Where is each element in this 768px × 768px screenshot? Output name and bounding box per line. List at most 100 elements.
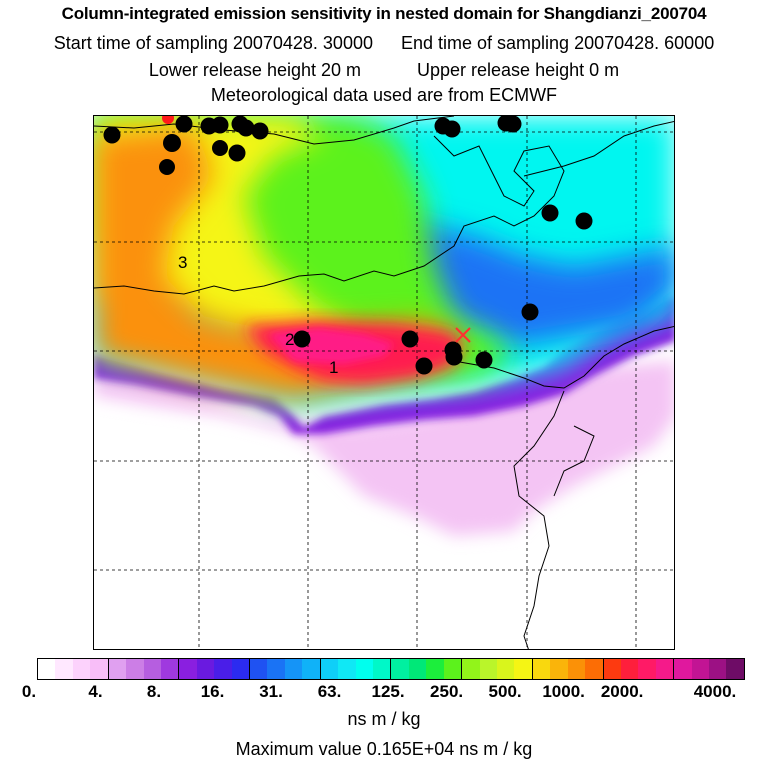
tick-label: 1000. [542,682,585,701]
tick-label: 16. [200,682,225,701]
tick-label: 125. [371,682,405,701]
tick-label: 250. [430,682,464,701]
legend-color-segment [178,659,197,679]
legend-color-segment [691,659,710,679]
legend-color-segment [143,659,161,679]
legend-color-segment [373,659,391,679]
legend-color-segment [426,659,444,679]
legend-color-segment [567,659,586,679]
met-data-text: Meteorological data used are from ECMWF [210,85,558,105]
marker-dot [293,330,311,348]
legend-color-segment [479,659,497,679]
coastlines [94,116,674,649]
sensitivity-field [94,116,674,536]
legend-color-segment [319,659,339,679]
cluster-label-2: 2 [285,330,294,349]
tick-label: 500. [488,682,522,701]
legend-color-segment [461,659,480,679]
legend-color-segment [709,659,727,679]
sampling-time-line: Start time of sampling 20070428. 30000 En… [0,33,768,54]
map-canvas: 1 2 3 [94,116,674,649]
legend-color-segment [267,659,285,679]
marker-dot [212,140,228,156]
marker-dot [103,126,121,144]
marker-dot [163,134,181,152]
cluster-label-1: 1 [329,358,338,377]
tick-label: 0. [21,682,37,701]
legend-color-segment [302,659,320,679]
station-x-marker [455,327,471,343]
marker-dot [237,119,255,137]
marker-dot [175,116,193,133]
legend-color-segment [655,659,674,679]
map-title: Column-integrated emission sensitivity i… [61,4,707,23]
legend-color-segment [443,659,462,679]
tick-label: 4000. [693,682,737,701]
marker-dot [211,116,229,134]
legend-color-segment [231,659,250,679]
marker-dot [415,357,433,375]
maximum-value-text: Maximum value 0.165E+04 ns m / kg [235,739,533,759]
legend-color-segment [673,659,692,679]
legend-color-segment [531,659,551,679]
legend-color-segment [107,659,127,679]
marker-dot [159,159,175,175]
legend-color-segment [38,659,56,679]
coast-bohai [94,135,565,295]
color-legend-bar [37,658,745,680]
red-marker-dot [162,116,174,124]
legend-color-segment [726,659,744,679]
legend-color-segment [338,659,356,679]
marker-dot [228,144,246,162]
legend-color-segment [196,659,215,679]
legend-color-segment [550,659,568,679]
coast-east [513,390,565,649]
marker-dot [251,122,269,140]
tick-label: 4. [88,682,103,701]
upper-height-text: Upper release height 0 m [417,60,620,80]
legend-color-segment [496,659,515,679]
legend-color-segment [390,659,409,679]
map-grid [94,116,674,649]
legend-color-segment [214,659,232,679]
marker-dot [401,330,419,348]
coast-liaodong [523,120,674,177]
legend-color-segment [602,659,621,679]
marker-dot [504,116,522,133]
legend-color-segment [126,659,144,679]
border-line-north [94,116,455,145]
color-legend-ticks: 0. 4. 8. 16. 31. 63. 125. 250. 500. 1000… [0,682,768,704]
lower-height-text: Lower release height 20 m [148,60,361,80]
field-purple-band [94,296,674,434]
tick-label: 2000. [600,682,644,701]
legend-color-segment [55,659,73,679]
end-time-text: End time of sampling 20070428. 60000 [400,33,715,53]
legend-color-segment [355,659,374,679]
marker-dot [445,348,463,366]
cluster-label-3: 3 [178,253,187,272]
legend-color-segment [160,659,179,679]
marker-dot [521,303,539,321]
marker-dot [541,204,559,222]
legend-color-segment [90,659,108,679]
tick-label: 31. [259,682,283,701]
marker-dot [575,212,593,230]
legend-color-segment [514,659,532,679]
legend-color-segment [638,659,656,679]
legend-color-segment [408,659,427,679]
field-deep-blue [394,216,674,346]
sensitivity-map: 1 2 3 [93,115,675,650]
legend-color-segment [284,659,303,679]
tick-label: 63. [317,682,342,701]
start-time-text: Start time of sampling 20070428. 30000 [53,33,373,53]
coast-shandong [453,325,674,389]
legend-color-segment [72,659,91,679]
legend-color-segment [249,659,268,679]
tick-label: 8. [146,682,162,701]
coast-islands [553,425,595,497]
legend-color-segment [585,659,603,679]
source-markers [103,116,593,375]
marker-dot [443,120,461,138]
marker-dot [475,351,493,369]
release-height-line: Lower release height 20 m Upper release h… [0,60,768,81]
